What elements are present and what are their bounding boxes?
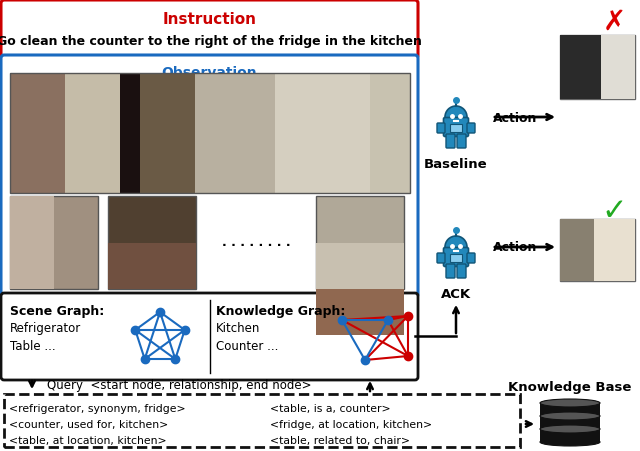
Text: Action: Action bbox=[493, 111, 538, 124]
FancyBboxPatch shape bbox=[444, 248, 468, 267]
Bar bbox=[10, 74, 410, 193]
Bar bbox=[560, 220, 594, 281]
Text: <table, related to, chair>: <table, related to, chair> bbox=[270, 435, 410, 445]
Ellipse shape bbox=[540, 425, 600, 433]
Bar bbox=[108, 244, 196, 290]
Bar bbox=[120, 74, 140, 193]
Text: Kitchen: Kitchen bbox=[216, 322, 260, 335]
Bar bbox=[120, 74, 140, 193]
Bar bbox=[560, 36, 601, 100]
Text: ACK: ACK bbox=[441, 288, 471, 301]
Bar bbox=[275, 74, 370, 193]
Bar bbox=[370, 74, 410, 193]
Bar bbox=[10, 197, 98, 290]
Bar bbox=[540, 416, 600, 429]
FancyBboxPatch shape bbox=[1, 293, 418, 380]
Circle shape bbox=[445, 236, 467, 258]
Bar bbox=[10, 74, 65, 193]
Bar bbox=[65, 74, 120, 193]
Text: Observation: Observation bbox=[162, 66, 257, 80]
FancyBboxPatch shape bbox=[457, 135, 466, 149]
Text: ✓: ✓ bbox=[601, 197, 627, 226]
FancyBboxPatch shape bbox=[450, 254, 462, 262]
Text: <table, at location, kitchen>: <table, at location, kitchen> bbox=[9, 435, 166, 445]
FancyBboxPatch shape bbox=[467, 124, 475, 133]
Text: Scene Graph:: Scene Graph: bbox=[10, 304, 104, 317]
Text: Baseline: Baseline bbox=[424, 158, 488, 171]
Bar bbox=[316, 290, 404, 335]
Bar bbox=[10, 197, 54, 290]
Text: Action: Action bbox=[493, 241, 538, 254]
Text: Table ...: Table ... bbox=[10, 340, 56, 353]
Text: Query  <start node, relationship, end node>: Query <start node, relationship, end nod… bbox=[47, 379, 312, 391]
Text: Knowledge Graph:: Knowledge Graph: bbox=[216, 304, 346, 317]
FancyBboxPatch shape bbox=[1, 1, 418, 59]
Ellipse shape bbox=[540, 399, 600, 407]
Ellipse shape bbox=[540, 412, 600, 420]
Circle shape bbox=[445, 107, 467, 129]
FancyBboxPatch shape bbox=[457, 264, 466, 278]
Ellipse shape bbox=[540, 438, 600, 446]
Text: . . . . . . . .: . . . . . . . . bbox=[221, 236, 291, 249]
FancyBboxPatch shape bbox=[1, 56, 418, 297]
Bar bbox=[108, 197, 196, 290]
Bar bbox=[140, 74, 195, 193]
Text: Instruction: Instruction bbox=[163, 13, 257, 28]
Bar bbox=[560, 36, 635, 100]
FancyBboxPatch shape bbox=[467, 253, 475, 263]
FancyBboxPatch shape bbox=[446, 264, 455, 278]
FancyBboxPatch shape bbox=[446, 135, 455, 149]
Bar bbox=[540, 429, 600, 442]
FancyBboxPatch shape bbox=[437, 253, 445, 263]
Text: Go clean the counter to the right of the fridge in the kitchen: Go clean the counter to the right of the… bbox=[0, 36, 422, 48]
FancyBboxPatch shape bbox=[437, 124, 445, 133]
Text: ✗: ✗ bbox=[602, 8, 626, 36]
FancyBboxPatch shape bbox=[450, 125, 462, 133]
Text: Knowledge Base: Knowledge Base bbox=[508, 381, 632, 394]
FancyBboxPatch shape bbox=[444, 118, 468, 137]
Text: <table, is a, counter>: <table, is a, counter> bbox=[270, 403, 390, 413]
Text: <fridge, at location, kitchen>: <fridge, at location, kitchen> bbox=[270, 419, 432, 429]
Text: Refrigerator: Refrigerator bbox=[10, 322, 81, 335]
Text: Counter ...: Counter ... bbox=[216, 340, 278, 353]
Text: <refrigerator, synonym, fridge>: <refrigerator, synonym, fridge> bbox=[9, 403, 186, 413]
Bar bbox=[316, 197, 404, 290]
FancyBboxPatch shape bbox=[4, 394, 520, 447]
Bar bbox=[601, 36, 635, 100]
Bar bbox=[560, 220, 635, 281]
Bar bbox=[195, 74, 275, 193]
Bar bbox=[594, 220, 635, 281]
Text: <counter, used for, kitchen>: <counter, used for, kitchen> bbox=[9, 419, 168, 429]
Bar bbox=[540, 403, 600, 416]
Bar bbox=[316, 244, 404, 290]
